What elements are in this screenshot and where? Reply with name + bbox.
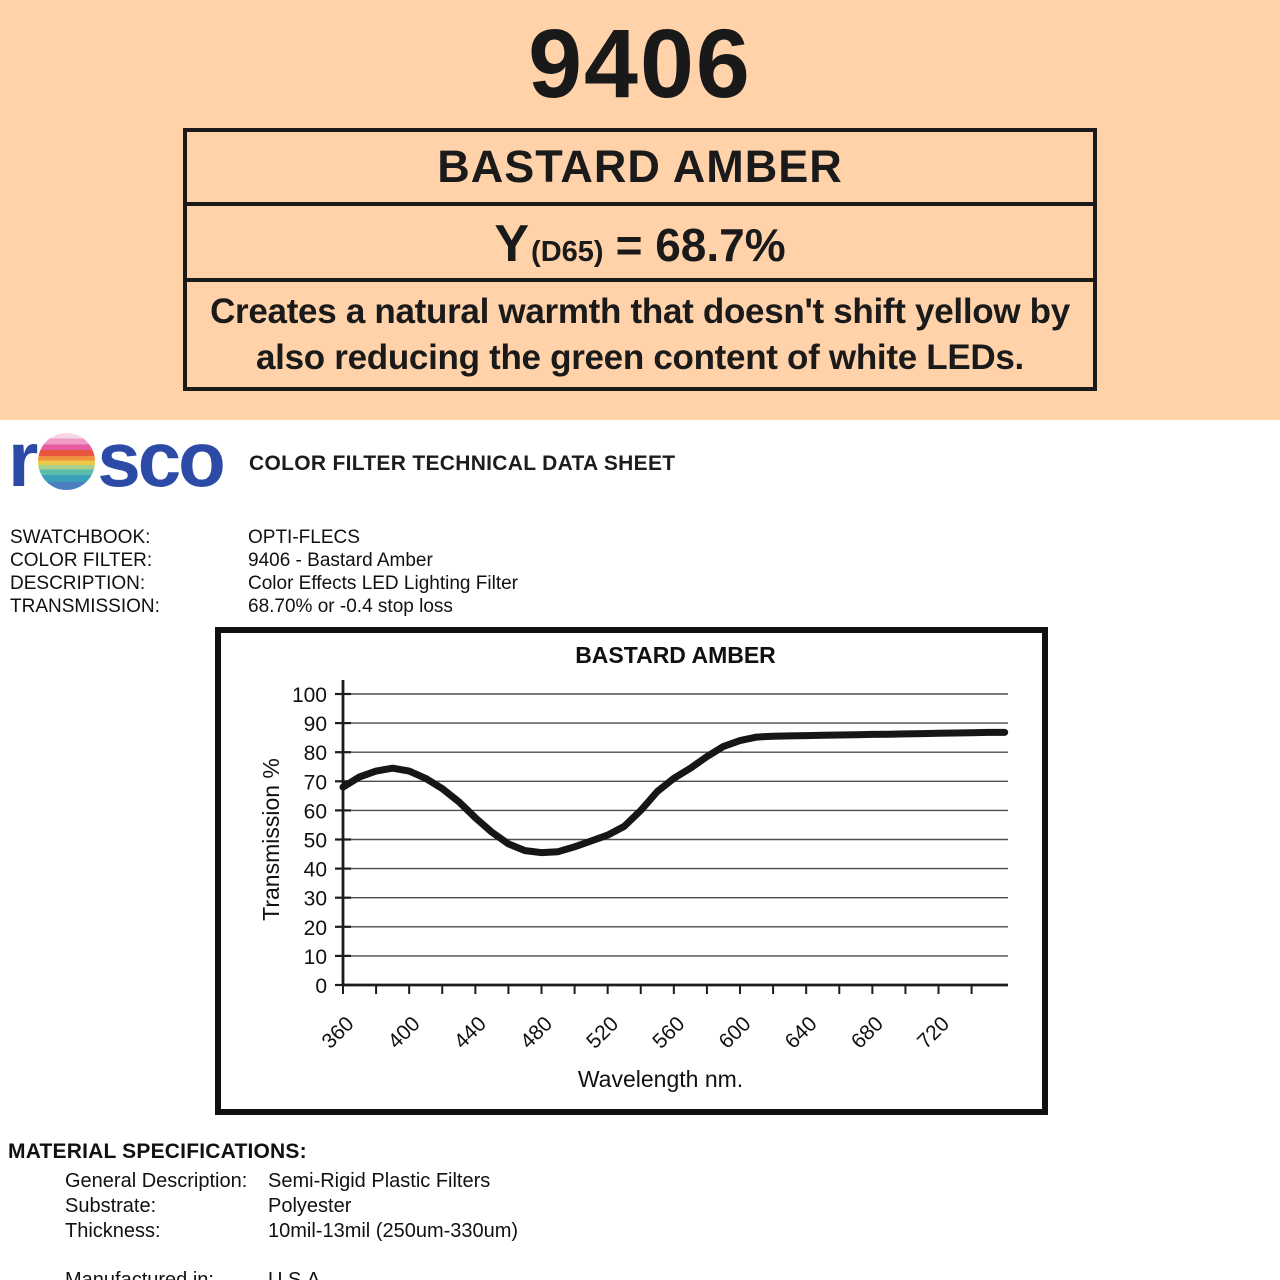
y-tick-label: 30 xyxy=(304,888,327,911)
y-tick-label: 20 xyxy=(304,917,327,940)
y-tick-label: 60 xyxy=(304,800,327,823)
filter-number: 9406 xyxy=(528,9,752,118)
sheet-title: COLOR FILTER TECHNICAL DATA SHEET xyxy=(249,452,676,475)
metadata-value: OPTI-FLECS xyxy=(248,527,360,548)
metadata-value: 68.70% or -0.4 stop loss xyxy=(248,596,453,617)
x-tick-label: 520 xyxy=(582,1012,623,1053)
metadata-label: DESCRIPTION: xyxy=(10,573,146,594)
x-axis-label: Wavelength nm. xyxy=(578,1066,743,1092)
y-tick-label: 50 xyxy=(304,830,327,853)
spec-row-substrate: Substrate: Polyester xyxy=(8,1194,518,1219)
metadata-value: Color Effects LED Lighting Filter xyxy=(248,573,518,594)
filter-luminance-row: Y (D65) = 68.7% xyxy=(187,206,1093,282)
metadata-label: COLOR FILTER: xyxy=(10,550,153,571)
spec-row-thickness: Thickness: 10mil-13mil (250um-330um) xyxy=(8,1219,518,1244)
x-tick-label: 680 xyxy=(847,1012,888,1053)
y-axis-label: Transmission % xyxy=(258,758,284,921)
spec-label: Substrate: xyxy=(65,1195,157,1217)
y-symbol: Y xyxy=(494,215,530,273)
header-section: 9406 BASTARD AMBER Y (D65) = 68.7% Creat… xyxy=(0,0,1280,420)
chart-frame: 0 10 20 30 40 50 60 70 80 90 100 360 400 440 480 520 560… xyxy=(215,627,1048,1115)
metadata-label: SWATCHBOOK: xyxy=(10,527,151,548)
filter-name: BASTARD AMBER xyxy=(187,132,1093,206)
x-tick-label: 360 xyxy=(317,1012,358,1053)
transmission-curve xyxy=(339,728,1009,857)
logo-text-r: r xyxy=(8,415,38,503)
chart-title: BASTARD AMBER xyxy=(575,642,776,668)
x-tick-label: 560 xyxy=(648,1012,689,1053)
y-tick-label: 0 xyxy=(315,975,327,998)
spec-row-manufactured-in: Manufactured in: U.S.A. xyxy=(8,1268,518,1280)
spec-label: General Description: xyxy=(65,1170,248,1192)
metadata-value: 9406 - Bastard Amber xyxy=(248,550,433,571)
spec-label: Manufactured in: xyxy=(65,1269,214,1280)
metadata-label: TRANSMISSION: xyxy=(10,596,160,617)
material-specifications: MATERIAL SPECIFICATIONS: General Descrip… xyxy=(8,1140,518,1280)
x-tick-label: 480 xyxy=(516,1012,557,1053)
filter-info-box: BASTARD AMBER Y (D65) = 68.7% Creates a … xyxy=(183,128,1097,391)
y-tick-label: 70 xyxy=(304,771,327,794)
x-tick-label: 440 xyxy=(450,1012,491,1053)
y-tick-label: 100 xyxy=(292,684,327,707)
y-tick-label: 10 xyxy=(304,946,327,969)
x-tick-label: 640 xyxy=(781,1012,822,1053)
transmission-chart: 0 10 20 30 40 50 60 70 80 90 100 360 400 440 480 520 560… xyxy=(258,642,1009,1092)
metadata-row-transmission: TRANSMISSION: 68.70% or -0.4 stop loss xyxy=(10,595,518,618)
y-tick-label: 40 xyxy=(304,859,327,882)
metadata-row-swatchbook: SWATCHBOOK: OPTI-FLECS xyxy=(10,526,518,549)
spec-value: 10mil-13mil (250um-330um) xyxy=(268,1220,519,1242)
x-tick-label: 600 xyxy=(715,1012,756,1053)
y-subscript: (D65) xyxy=(531,236,604,268)
metadata-row-description: DESCRIPTION: Color Effects LED Lighting … xyxy=(10,572,518,595)
logo-text-sco: sco xyxy=(97,415,225,503)
x-tick-label: 400 xyxy=(384,1012,425,1053)
rosco-logo: r sco xyxy=(8,415,226,503)
spec-value: U.S.A. xyxy=(268,1269,326,1280)
y-value: = 68.7% xyxy=(615,219,786,271)
filter-description: Creates a natural warmth that doesn't sh… xyxy=(187,282,1093,387)
y-tick-label: 80 xyxy=(304,742,327,765)
y-tick-label: 90 xyxy=(304,713,327,736)
filter-description-line1: Creates a natural warmth that doesn't sh… xyxy=(210,292,1070,331)
filter-metadata: SWATCHBOOK: OPTI-FLECS COLOR FILTER: 940… xyxy=(10,526,518,618)
spec-value: Semi-Rigid Plastic Filters xyxy=(268,1170,491,1192)
spec-value: Polyester xyxy=(268,1195,352,1217)
spec-label: Thickness: xyxy=(65,1220,161,1242)
filter-description-line2: also reducing the green content of white… xyxy=(256,337,1024,377)
material-specs-heading: MATERIAL SPECIFICATIONS: xyxy=(8,1140,307,1163)
x-tick-label: 720 xyxy=(913,1012,954,1053)
spec-row-general-description: General Description: Semi-Rigid Plastic … xyxy=(8,1169,518,1194)
metadata-row-color-filter: COLOR FILTER: 9406 - Bastard Amber xyxy=(10,549,518,572)
logo-globe-icon xyxy=(38,432,96,490)
